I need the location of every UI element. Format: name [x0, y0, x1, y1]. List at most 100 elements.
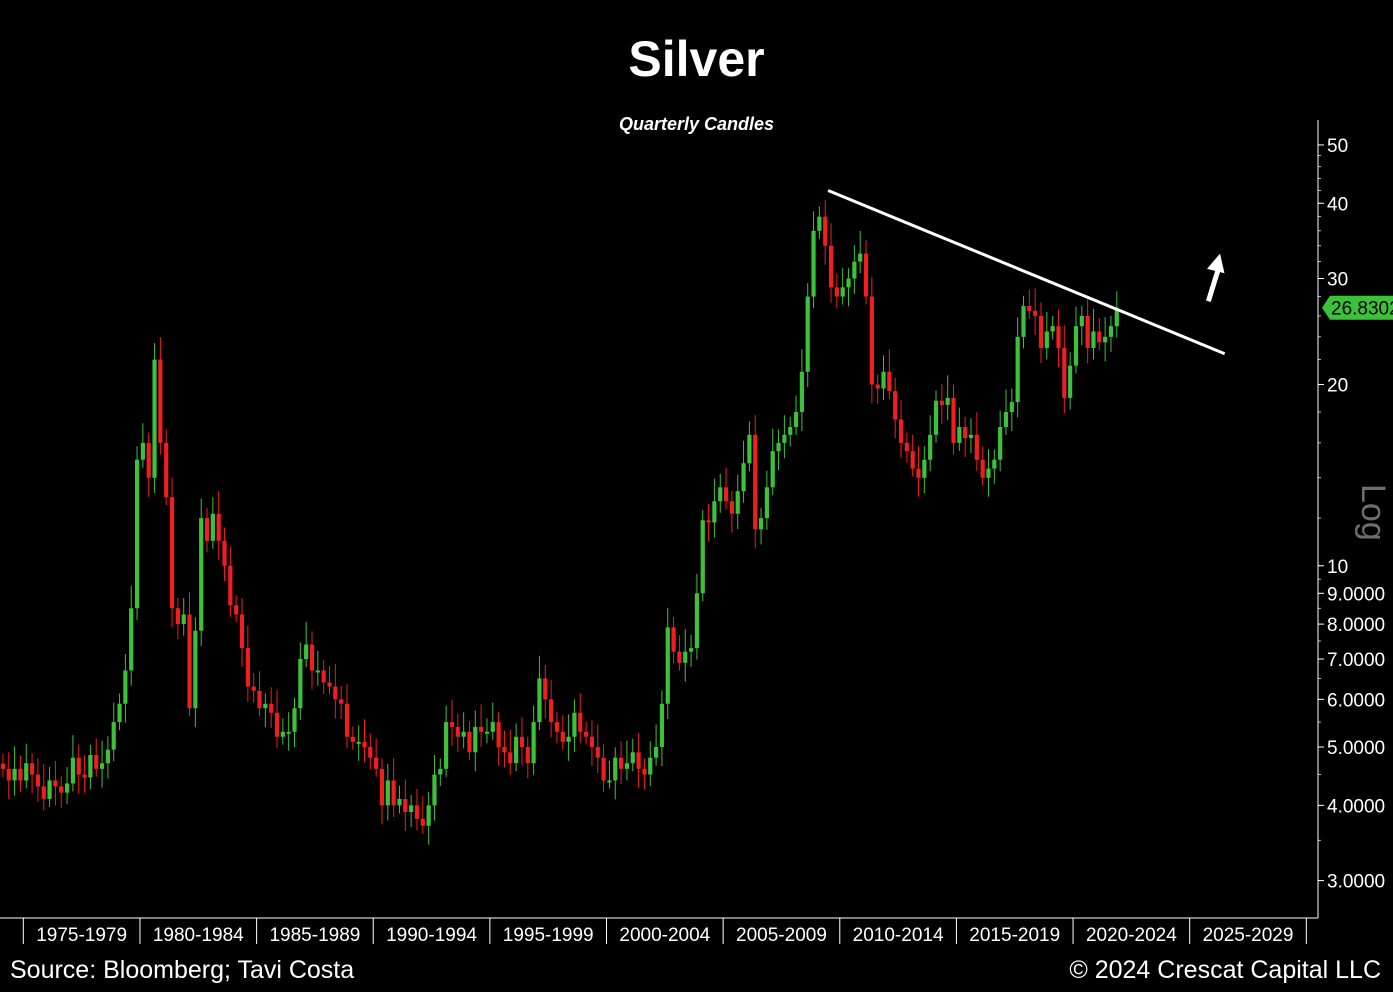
candles-layer: [0, 200, 1119, 845]
candle-body: [164, 442, 169, 498]
candle: [636, 732, 641, 788]
candle: [473, 710, 478, 772]
candle-body: [939, 400, 944, 405]
candle-body: [420, 818, 425, 826]
candle-body: [1033, 310, 1038, 316]
candle-body: [99, 763, 105, 769]
candle: [6, 752, 11, 800]
candle: [945, 375, 950, 421]
candle: [438, 758, 443, 787]
candle: [117, 693, 122, 731]
candle: [164, 429, 169, 506]
candle-body: [24, 763, 29, 781]
candle: [315, 650, 320, 686]
candle-body: [129, 608, 134, 671]
candle-body: [858, 253, 863, 262]
candle: [210, 497, 215, 549]
candle-body: [251, 686, 256, 691]
candle: [933, 390, 939, 443]
candle: [123, 654, 128, 723]
candle: [339, 685, 344, 719]
y-tick-label: 5.0000: [1327, 738, 1385, 759]
candle: [852, 245, 857, 294]
candle-body: [974, 434, 979, 460]
candle-body: [1097, 331, 1102, 343]
candle: [525, 736, 530, 779]
candle-body: [228, 565, 233, 606]
candle-body: [1003, 412, 1009, 428]
candle: [723, 467, 729, 510]
candle-body: [94, 754, 99, 769]
candle: [146, 432, 151, 497]
candle: [1062, 325, 1067, 414]
candle: [158, 337, 163, 455]
candle: [269, 687, 274, 729]
x-tick-label: 2020-2024: [1086, 925, 1177, 946]
candle-body: [280, 731, 285, 737]
candle: [444, 705, 449, 777]
candle-body: [729, 501, 734, 514]
candle: [613, 747, 618, 800]
candle: [368, 733, 373, 770]
candle-body: [788, 427, 793, 435]
candle-body: [1085, 315, 1090, 348]
candle: [665, 607, 670, 719]
candle-body: [572, 712, 577, 737]
candle: [327, 665, 332, 695]
candle-body: [409, 805, 414, 812]
candle: [706, 503, 711, 542]
candle: [887, 349, 892, 400]
candle-body: [111, 722, 116, 750]
candle-body: [916, 468, 921, 478]
candle: [793, 395, 799, 435]
y-tick-label: 30: [1327, 269, 1348, 290]
candle: [653, 724, 659, 766]
candle: [770, 428, 775, 496]
candle-body: [490, 722, 495, 732]
y-tick-label: 40: [1327, 194, 1348, 215]
y-tick-label: 3.0000: [1327, 872, 1385, 893]
candle: [1108, 315, 1114, 353]
candle: [1073, 306, 1079, 374]
y-tick-label: 7.0000: [1327, 650, 1385, 671]
candle-body: [1050, 326, 1055, 332]
candle: [496, 711, 501, 766]
candle: [677, 635, 682, 671]
candle-body: [963, 427, 968, 439]
candle: [280, 718, 285, 745]
candle-body: [799, 371, 804, 413]
candle-body: [1009, 402, 1014, 413]
candle: [1068, 352, 1073, 410]
candle-body: [105, 749, 110, 764]
candle: [1079, 305, 1084, 346]
candle-body: [1073, 326, 1079, 366]
axis-layer: 50 40 30 20 10 9.0000 8.0000 7.0000 6.0000 5.0000…: [0, 120, 1392, 946]
candle: [549, 679, 554, 738]
up-arrow-head: [1207, 253, 1225, 274]
candle-body: [152, 359, 157, 478]
candle-body: [688, 648, 694, 652]
candle-body: [333, 686, 338, 700]
candle-body: [385, 780, 390, 806]
source-note: Source: Bloomberg; Tavi Costa: [10, 956, 355, 984]
candle: [29, 752, 35, 794]
y-tick-label: 6.0000: [1327, 690, 1385, 711]
candle: [41, 763, 46, 811]
candle: [712, 478, 717, 538]
candle: [858, 231, 863, 274]
candle: [140, 423, 145, 468]
candle: [222, 527, 227, 582]
candle-body: [210, 513, 215, 541]
candle: [980, 446, 985, 486]
candle: [624, 740, 630, 781]
candle: [152, 343, 157, 494]
candle: [718, 473, 723, 513]
candle: [385, 763, 390, 821]
candle-body: [753, 434, 758, 530]
candle-body: [379, 768, 385, 806]
candle-body: [898, 419, 904, 443]
overlay-layer: 26.8302: [827, 189, 1393, 356]
candle-body: [29, 763, 35, 775]
candle: [216, 491, 221, 560]
candle: [688, 634, 694, 667]
